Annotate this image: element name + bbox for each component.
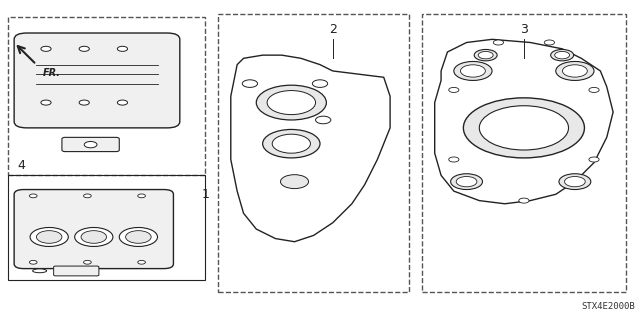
- Circle shape: [256, 85, 326, 120]
- Circle shape: [138, 260, 145, 264]
- Circle shape: [84, 141, 97, 148]
- FancyBboxPatch shape: [14, 189, 173, 269]
- Circle shape: [564, 176, 585, 187]
- Circle shape: [461, 65, 485, 77]
- Circle shape: [84, 260, 92, 264]
- Circle shape: [287, 178, 302, 185]
- Circle shape: [449, 157, 459, 162]
- Circle shape: [272, 134, 310, 153]
- Circle shape: [36, 231, 62, 243]
- Circle shape: [312, 80, 328, 87]
- Circle shape: [79, 46, 90, 51]
- Circle shape: [267, 91, 316, 115]
- Circle shape: [449, 87, 459, 93]
- Circle shape: [451, 174, 483, 189]
- Circle shape: [589, 87, 599, 93]
- Bar: [8, 175, 205, 280]
- Circle shape: [563, 65, 588, 77]
- Text: 3: 3: [520, 23, 528, 36]
- Text: 4: 4: [17, 159, 25, 172]
- Circle shape: [29, 194, 37, 198]
- Circle shape: [81, 231, 106, 243]
- Circle shape: [316, 116, 331, 124]
- Circle shape: [117, 46, 127, 51]
- Circle shape: [474, 49, 497, 61]
- Circle shape: [550, 49, 573, 61]
- Circle shape: [75, 227, 113, 247]
- Circle shape: [589, 157, 599, 162]
- FancyBboxPatch shape: [62, 137, 119, 152]
- Circle shape: [559, 174, 591, 189]
- Text: 2: 2: [329, 23, 337, 36]
- Circle shape: [84, 194, 92, 198]
- Circle shape: [125, 231, 151, 243]
- Circle shape: [138, 194, 145, 198]
- Circle shape: [493, 40, 504, 45]
- Circle shape: [519, 198, 529, 203]
- Circle shape: [119, 227, 157, 247]
- Circle shape: [29, 260, 37, 264]
- Circle shape: [556, 62, 594, 80]
- Circle shape: [456, 176, 477, 187]
- Ellipse shape: [33, 269, 47, 273]
- Polygon shape: [435, 39, 613, 204]
- Circle shape: [555, 51, 570, 59]
- Text: 1: 1: [202, 188, 210, 201]
- Circle shape: [479, 106, 568, 150]
- Circle shape: [280, 175, 308, 189]
- Text: STX4E2000B: STX4E2000B: [582, 302, 636, 311]
- Circle shape: [463, 98, 584, 158]
- Circle shape: [544, 40, 554, 45]
- Polygon shape: [231, 55, 390, 242]
- FancyBboxPatch shape: [54, 266, 99, 276]
- Circle shape: [117, 100, 127, 105]
- Circle shape: [454, 62, 492, 80]
- Circle shape: [243, 80, 257, 87]
- Circle shape: [478, 51, 493, 59]
- FancyBboxPatch shape: [14, 33, 180, 128]
- Circle shape: [41, 100, 51, 105]
- Text: FR.: FR.: [43, 68, 61, 78]
- Circle shape: [79, 100, 90, 105]
- Circle shape: [41, 46, 51, 51]
- Circle shape: [30, 227, 68, 247]
- Circle shape: [262, 130, 320, 158]
